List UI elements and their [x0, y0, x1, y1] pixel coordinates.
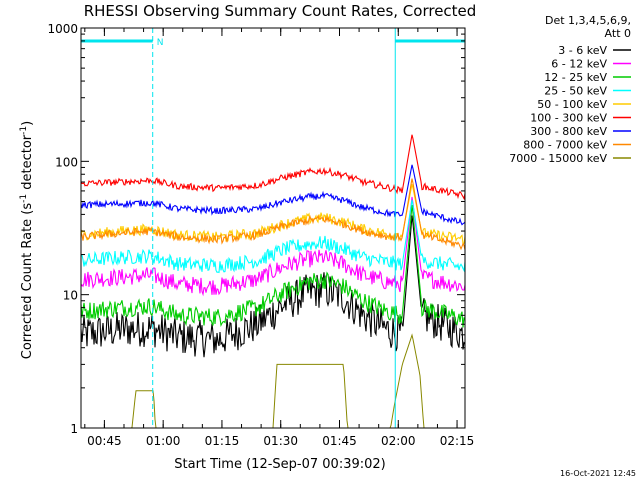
- series-line-4: [80, 199, 466, 274]
- plot-frame: [80, 27, 466, 429]
- y-tick-label: 100: [55, 155, 78, 169]
- y-tick-label: 1000: [47, 22, 78, 36]
- legend-header-1: Det 1,3,4,5,6,9,: [545, 14, 631, 27]
- series-line-8: [80, 178, 466, 251]
- footer-timestamp: 16-Oct-2021 12:45: [560, 469, 636, 478]
- y-tick-label: 1: [70, 422, 78, 436]
- x-tick-label: 01:00: [146, 434, 181, 448]
- y-tick-label: 10: [63, 289, 78, 303]
- x-tick-label: 01:30: [263, 434, 298, 448]
- legend-label-5: 50 - 100 keV: [537, 98, 607, 111]
- y-axis-label: Corrected Count Rate (s-1 detector-1): [19, 121, 35, 359]
- series-line-6: [80, 134, 466, 201]
- legend-header-2: Att 0: [605, 27, 631, 40]
- legend-label-1: 3 - 6 keV: [558, 44, 607, 57]
- legend-label-8: 800 - 7000 keV: [523, 139, 607, 152]
- series-line-1: [80, 215, 466, 358]
- legend-label-6: 100 - 300 keV: [530, 112, 607, 125]
- x-tick-label: 02:00: [381, 434, 416, 448]
- series-line-2: [80, 196, 466, 297]
- x-tick-label: 01:45: [322, 434, 357, 448]
- legend-label-2: 6 - 12 keV: [551, 58, 607, 71]
- chart-title: RHESSI Observing Summary Count Rates, Co…: [84, 2, 477, 20]
- x-tick-label: 00:45: [87, 434, 122, 448]
- legend-label-3: 12 - 25 keV: [544, 71, 607, 84]
- x-tick-label: 01:15: [205, 434, 240, 448]
- x-axis-label: Start Time (12-Sep-07 00:39:02): [174, 457, 385, 472]
- series-line-7: [80, 164, 466, 226]
- n-marker-label: N: [157, 38, 164, 48]
- legend-label-9: 7000 - 15000 keV: [509, 152, 607, 165]
- legend-label-4: 25 - 50 keV: [544, 85, 607, 98]
- svg-text:Corrected Count Rate (s-1 dete: Corrected Count Rate (s-1 detector-1): [19, 121, 35, 359]
- x-tick-label: 02:15: [440, 434, 475, 448]
- series-line-3: [80, 204, 466, 328]
- series-line-9: [81, 333, 465, 429]
- legend-label-7: 300 - 800 keV: [530, 125, 607, 138]
